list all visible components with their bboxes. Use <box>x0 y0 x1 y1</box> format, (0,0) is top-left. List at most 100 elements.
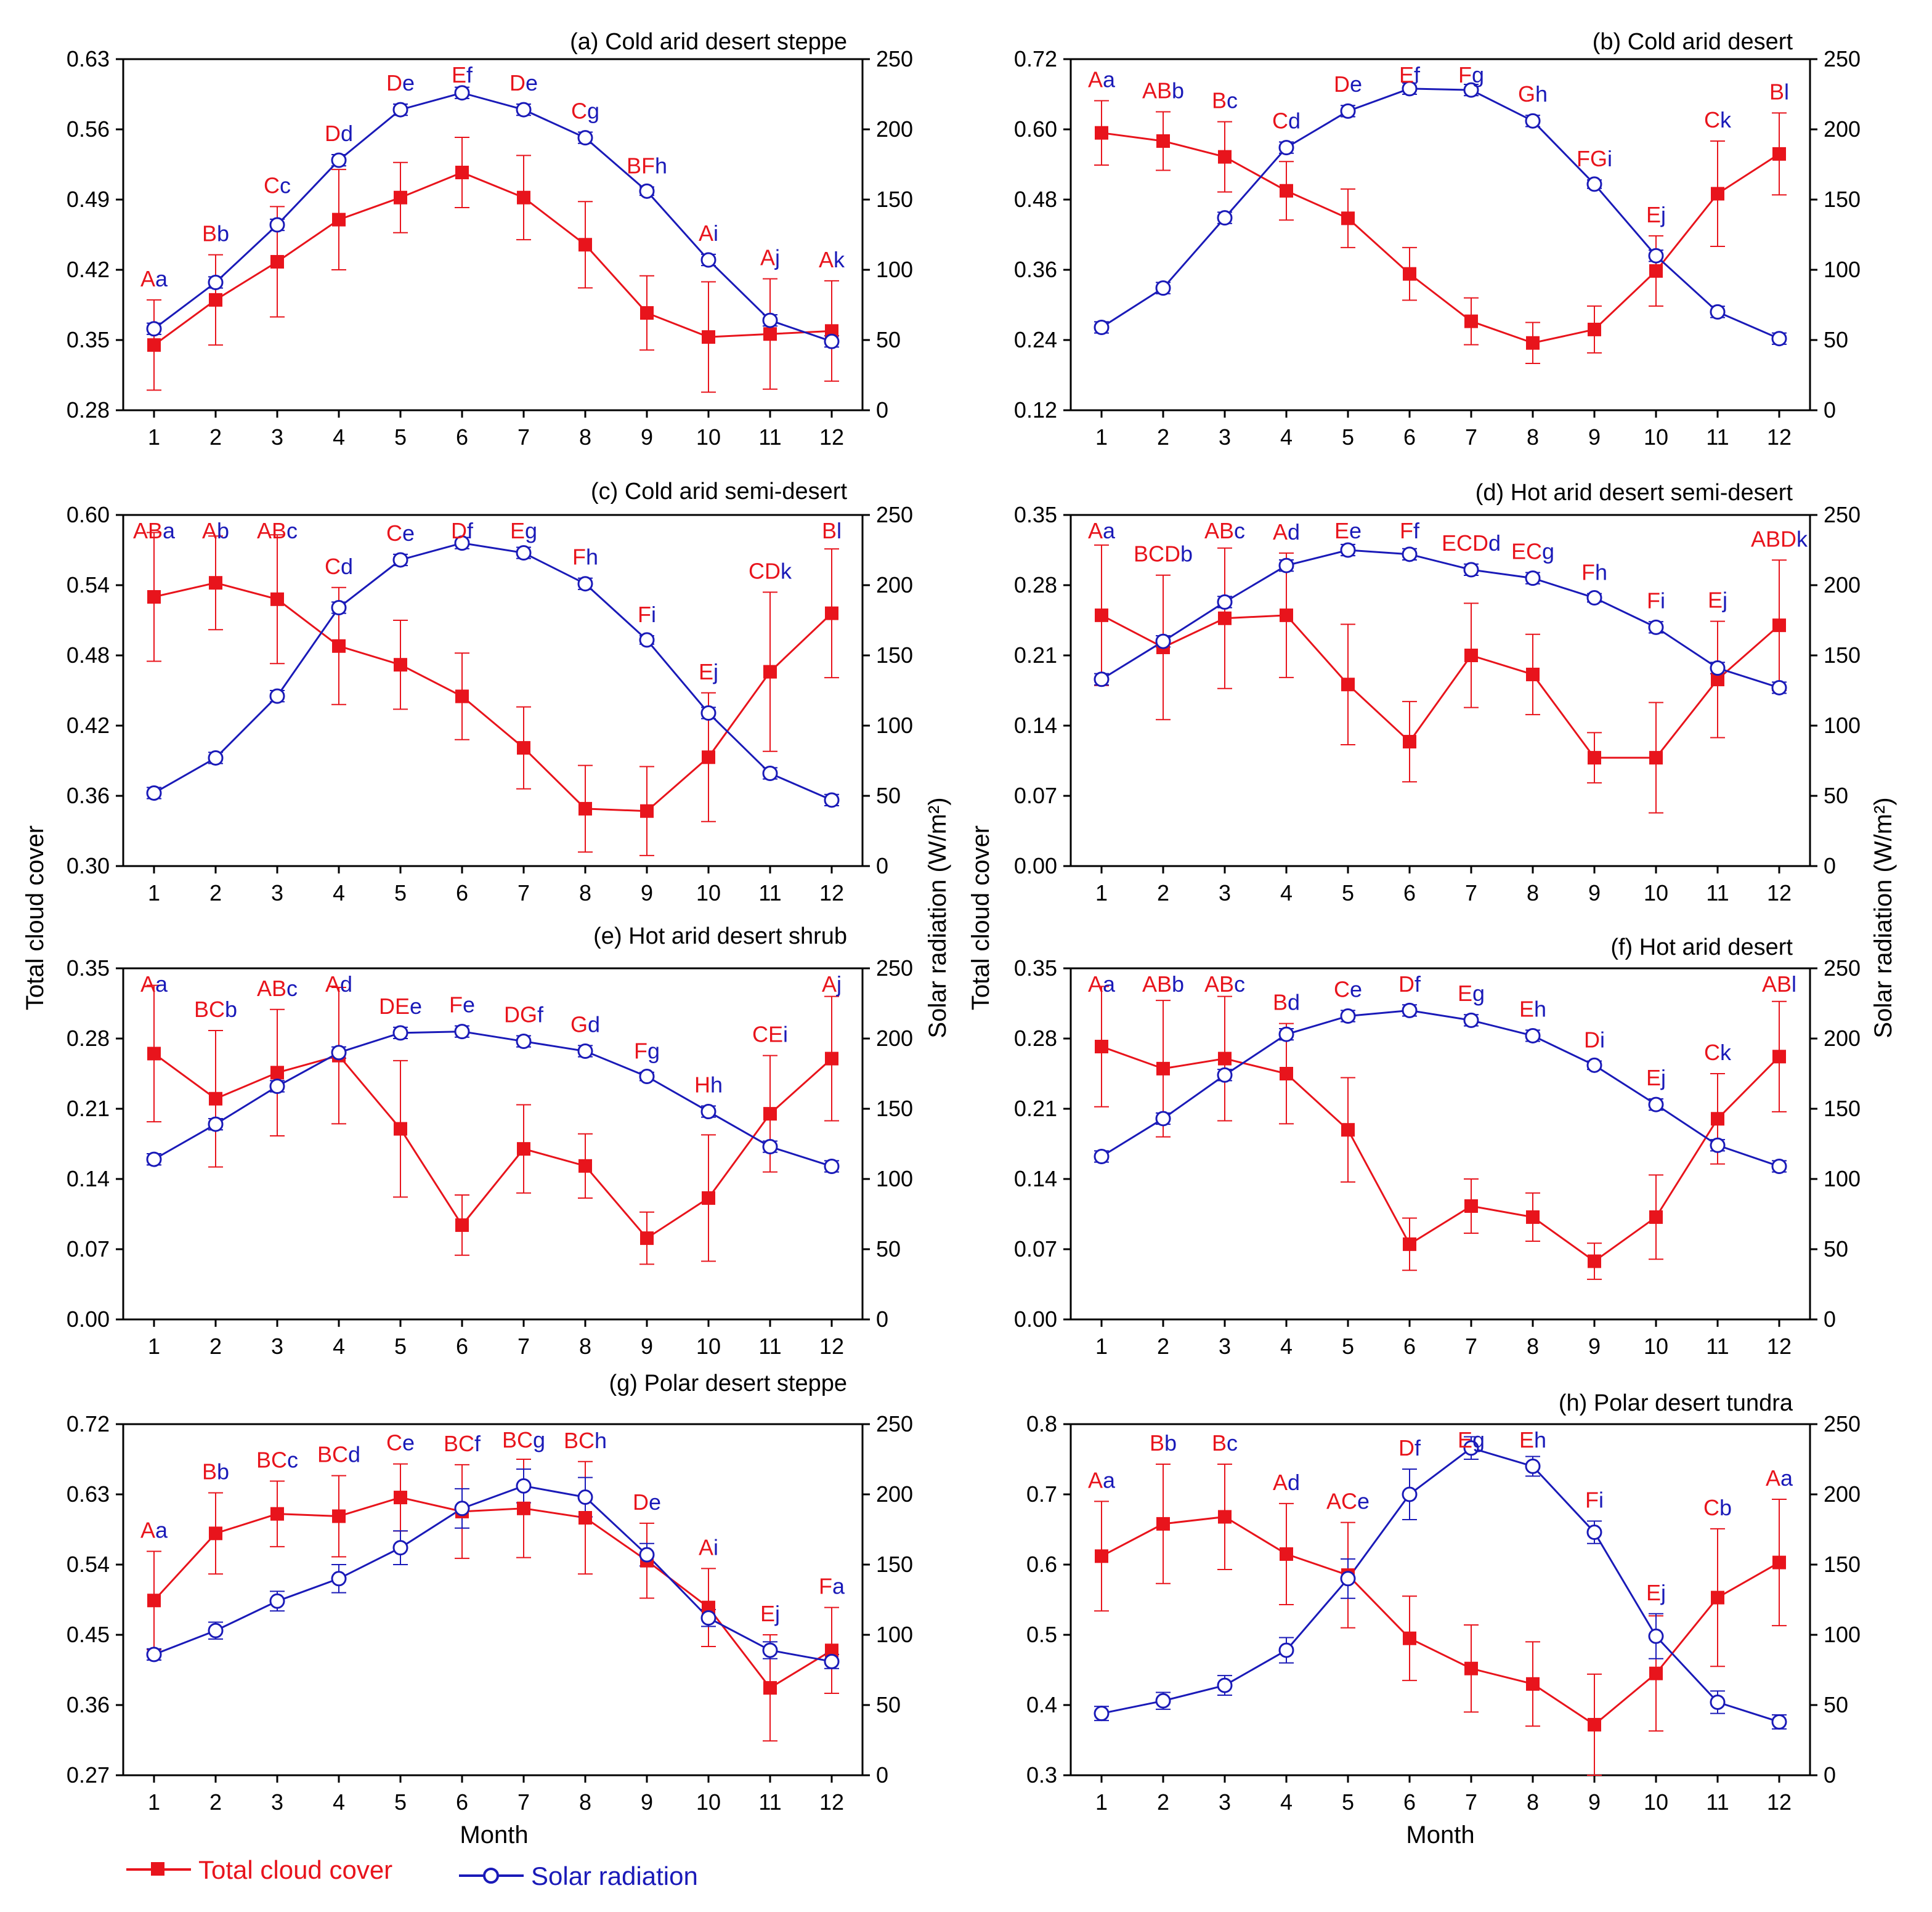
significance-label: Fg <box>634 1039 660 1064</box>
cloud-point <box>270 1066 284 1080</box>
x-tick-label: 9 <box>1588 424 1601 450</box>
right-tick-label: 200 <box>1824 1481 1861 1507</box>
significance-upper: D <box>386 70 402 95</box>
cloud-point <box>147 338 161 352</box>
x-tick-label: 11 <box>1706 1334 1729 1359</box>
significance-lower: e <box>526 70 538 95</box>
significance-upper: A <box>819 247 834 272</box>
significance-upper: E <box>1458 1427 1472 1452</box>
significance-label: ABa <box>133 518 176 543</box>
right-tick-label: 150 <box>1824 642 1861 668</box>
significance-lower: c <box>1234 971 1245 997</box>
cloud-point <box>1341 1123 1355 1137</box>
significance-label: Bl <box>822 518 842 543</box>
significance-upper: B <box>1273 990 1288 1015</box>
solar-point <box>824 1653 840 1669</box>
significance-lower: j <box>836 971 842 997</box>
cloud-point <box>517 1501 530 1515</box>
significance-label: ABb <box>1142 971 1184 997</box>
solar-point <box>1463 1440 1479 1456</box>
significance-lower: a <box>155 971 168 997</box>
cloud-point <box>1218 1051 1232 1066</box>
significance-lower: b <box>1172 971 1184 997</box>
significance-upper: E <box>1708 588 1723 613</box>
right-tick-label: 150 <box>876 1552 913 1577</box>
cloud-point <box>332 1509 346 1523</box>
left-tick-label: 0.35 <box>67 327 110 352</box>
solar-series-line <box>1101 1009 1780 1167</box>
significance-upper: C <box>1704 107 1720 132</box>
significance-lower: j <box>774 245 780 270</box>
x-tick-label: 1 <box>148 424 160 450</box>
cloud-series-line <box>1101 1045 1780 1263</box>
significance-label: Eg <box>510 518 537 543</box>
significance-lower: i <box>651 602 656 627</box>
significance-label: Cg <box>571 99 599 124</box>
right-tick-label: 50 <box>876 783 901 808</box>
solar-point <box>331 1571 347 1587</box>
solar-point <box>454 1501 470 1517</box>
significance-label: Di <box>1584 1027 1605 1052</box>
left-tick-label: 0.28 <box>67 1026 110 1051</box>
solar-point <box>1217 1677 1233 1693</box>
significance-upper: AB <box>1142 971 1172 997</box>
left-tick-label: 0.36 <box>1014 257 1057 282</box>
significance-upper: EC <box>1511 538 1542 564</box>
solar-point <box>762 312 778 328</box>
significance-lower: e <box>1350 71 1362 97</box>
solar-point <box>516 545 532 561</box>
left-tick-label: 0.28 <box>1014 1026 1057 1051</box>
significance-lower: j <box>713 659 718 684</box>
significance-upper: H <box>694 1072 710 1097</box>
left-y-axis-title: Total cloud cover <box>22 825 49 1010</box>
left-tick-label: 0.24 <box>1014 327 1057 352</box>
left-tick-label: 0.7 <box>1026 1481 1057 1507</box>
solar-point <box>1648 248 1664 264</box>
left-tick-label: 0.6 <box>1026 1552 1057 1577</box>
right-tick-label: 150 <box>1824 1552 1861 1577</box>
cloud-series-line <box>1101 132 1780 344</box>
solar-point <box>824 1158 840 1174</box>
solar-point <box>639 632 655 648</box>
significance-lower: j <box>1722 588 1727 613</box>
solar-point <box>577 1489 593 1505</box>
significance-upper: AB <box>1142 78 1172 103</box>
significance-lower: h <box>655 153 667 178</box>
significance-label: Eg <box>1458 981 1485 1006</box>
solar-point <box>454 85 470 101</box>
cloud-point <box>517 1142 530 1156</box>
x-tick-label: 8 <box>1527 424 1539 450</box>
x-axis-title-left: Month <box>460 1821 528 1849</box>
cloud-point <box>1649 1666 1663 1680</box>
legend-cloud-label: Total cloud cover <box>198 1855 392 1884</box>
panel-title: (e) Hot arid desert shrub <box>593 923 847 949</box>
cloud-point <box>209 576 222 590</box>
cloud-point <box>578 1511 592 1525</box>
cloud-point <box>455 166 469 180</box>
significance-lower: b <box>225 997 237 1022</box>
significance-label: CDk <box>749 558 792 583</box>
x-tick-label: 4 <box>333 1789 345 1815</box>
significance-lower: a <box>1103 518 1116 543</box>
significance-upper: A <box>1088 518 1103 543</box>
solar-point <box>577 576 593 592</box>
cloud-series-line <box>1101 614 1780 759</box>
right-tick-label: 250 <box>876 502 913 527</box>
left-tick-label: 0.72 <box>67 1411 110 1436</box>
significance-lower: i <box>713 1534 718 1560</box>
significance-upper: BC <box>502 1427 533 1452</box>
cloud-point <box>332 639 346 653</box>
significance-label: Ej <box>1708 588 1727 613</box>
x-tick-label: 7 <box>1465 1789 1477 1815</box>
significance-label: Fi <box>638 602 656 627</box>
left-tick-label: 0.45 <box>67 1622 110 1647</box>
significance-lower: i <box>1660 588 1665 613</box>
significance-upper: E <box>760 1601 775 1626</box>
solar-point <box>1402 1002 1418 1018</box>
cloud-point <box>1526 1210 1540 1224</box>
significance-upper: D <box>1584 1027 1600 1052</box>
significance-upper: BC <box>194 997 225 1022</box>
cloud-point <box>1649 1210 1663 1224</box>
significance-lower: d <box>588 1011 600 1037</box>
